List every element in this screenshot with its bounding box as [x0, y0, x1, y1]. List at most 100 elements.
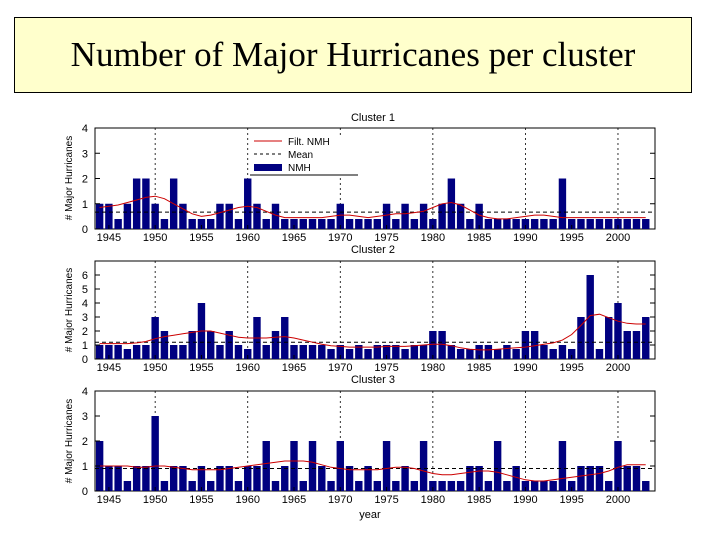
filtered-nmh-line [99, 313, 646, 351]
bar [197, 466, 206, 491]
y-tick-label: 1 [82, 340, 88, 352]
bar [632, 466, 641, 491]
x-tick-label: 1965 [282, 494, 306, 506]
y-tick-label: 2 [82, 326, 88, 338]
bar [410, 481, 419, 491]
bar [160, 219, 169, 229]
bar [225, 203, 233, 229]
bar [382, 203, 391, 229]
bar [512, 219, 520, 229]
x-tick-label: 1985 [467, 362, 491, 374]
bar [595, 219, 604, 229]
x-tick-label: 1995 [559, 362, 583, 374]
bar [151, 317, 159, 359]
bar [567, 219, 576, 229]
bar [336, 345, 344, 359]
bar [318, 219, 326, 229]
bar [549, 481, 557, 491]
bar [466, 349, 474, 359]
bar [114, 219, 122, 229]
plot-frame [94, 127, 656, 230]
y-tick-label: 0 [82, 224, 88, 236]
bar [540, 219, 548, 229]
bar [503, 345, 511, 359]
bar [132, 466, 141, 491]
bar [105, 466, 113, 491]
y-tick-label: 0 [82, 486, 88, 498]
bar [169, 345, 178, 359]
bar [382, 345, 391, 359]
x-tick-label: 1965 [282, 232, 306, 244]
x-tick-label: 1990 [513, 362, 537, 374]
y-axis-label: # Major Hurricanes [64, 136, 75, 220]
bar [290, 345, 298, 359]
bar [623, 331, 631, 359]
bar [558, 178, 567, 229]
bar [401, 349, 409, 359]
bar [281, 219, 289, 229]
bar [605, 317, 613, 359]
bar [197, 219, 206, 229]
bar [530, 481, 539, 491]
bar [456, 203, 465, 229]
bar [207, 481, 215, 491]
bar [234, 345, 243, 359]
bar [216, 345, 224, 359]
y-tick-label: 3 [82, 312, 88, 324]
chart-marks: 0 1 2 3 4 5 6 1945 1950 1955 1960 1965 1970 1975 1980 1… [82, 261, 655, 374]
bar [179, 345, 187, 359]
y-tick-label: 2 [82, 174, 88, 186]
x-tick-label: 1945 [97, 362, 121, 374]
x-tick-label: 1965 [282, 362, 306, 374]
bar [318, 466, 326, 491]
bar [623, 219, 631, 229]
chart-title: Cluster 2 [351, 244, 395, 256]
bar [614, 303, 622, 359]
bar [327, 481, 335, 491]
bar [419, 345, 428, 359]
bar [512, 466, 520, 491]
legend: Filt. NMH Mean NMH [250, 136, 358, 176]
bar [151, 203, 159, 229]
bar [364, 219, 372, 229]
bar [281, 317, 289, 359]
x-tick-label: 1960 [235, 362, 259, 374]
filtered-nmh-line [99, 195, 646, 220]
bar [225, 331, 233, 359]
bar [447, 481, 456, 491]
x-tick-label: 1970 [328, 232, 352, 244]
bar [410, 345, 419, 359]
x-tick-label: 1950 [143, 494, 167, 506]
bar [475, 203, 483, 229]
y-tick-label: 1 [82, 199, 88, 211]
bar [642, 317, 650, 359]
x-tick-label: 1975 [374, 494, 398, 506]
bar [577, 219, 585, 229]
x-tick-label: 1945 [97, 494, 121, 506]
bar [169, 466, 178, 491]
bar [123, 203, 132, 229]
bar [512, 349, 520, 359]
bar [521, 331, 530, 359]
bar [419, 441, 428, 491]
bar [530, 219, 539, 229]
bar [114, 466, 122, 491]
bar [234, 481, 243, 491]
x-tick-label: 1970 [328, 362, 352, 374]
bar [577, 317, 585, 359]
bar [530, 331, 539, 359]
bar [521, 481, 530, 491]
y-axis-label: # Major Hurricanes [64, 268, 75, 352]
bar [355, 481, 363, 491]
x-tick-label: 1995 [559, 232, 583, 244]
x-tick-label: 1980 [421, 362, 445, 374]
x-tick-label: 1985 [467, 494, 491, 506]
bar [401, 466, 409, 491]
x-axis-label: year [359, 509, 381, 521]
y-tick-label: 4 [82, 298, 88, 310]
bar [605, 219, 613, 229]
bar [95, 203, 104, 229]
bar [438, 331, 446, 359]
bar [484, 481, 493, 491]
bar [521, 219, 530, 229]
